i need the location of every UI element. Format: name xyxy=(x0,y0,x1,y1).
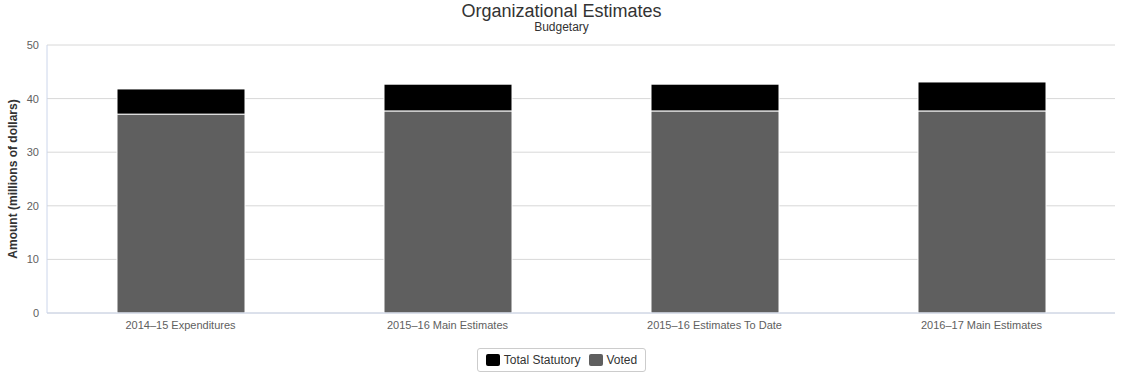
svg-text:20: 20 xyxy=(27,200,39,212)
html-text:Budgetary: Budgetary xyxy=(534,20,589,34)
svg-text:30: 30 xyxy=(27,146,39,158)
html-text:Total Statutory: Total Statutory xyxy=(503,353,581,367)
svg-text:10: 10 xyxy=(27,253,39,265)
html-text:Organizational Estimates: Organizational Estimates xyxy=(461,1,662,21)
svg-text:2015–16 Estimates To Date: 2015–16 Estimates To Date xyxy=(647,319,782,331)
svg-text:2015–16 Main Estimates: 2015–16 Main Estimates xyxy=(387,319,509,331)
svg-text:50: 50 xyxy=(27,39,39,51)
svg-text:2016–17 Main Estimates: 2016–17 Main Estimates xyxy=(921,319,1043,331)
svg-text:2014–15 Expenditures: 2014–15 Expenditures xyxy=(125,319,236,331)
html-text:Voted: Voted xyxy=(606,353,638,367)
svg-text:40: 40 xyxy=(27,93,39,105)
svg-text:0: 0 xyxy=(33,307,39,319)
html-text:Amount (millions of dollars): Amount (millions of dollars) xyxy=(6,99,20,259)
